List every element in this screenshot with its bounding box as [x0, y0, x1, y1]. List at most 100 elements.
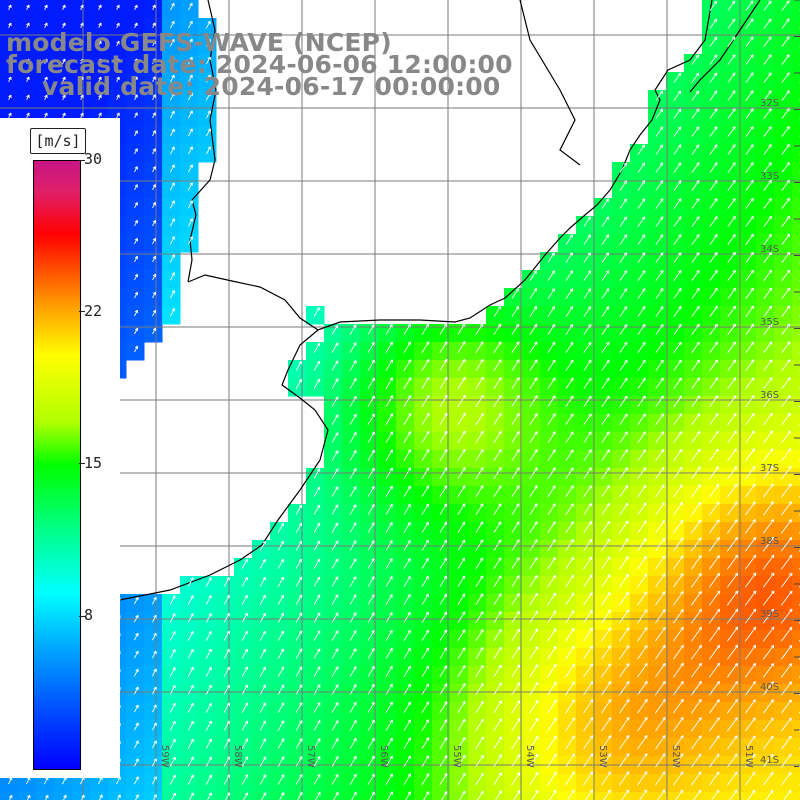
field-cell	[792, 54, 800, 73]
field-cell	[792, 378, 800, 397]
wind-arrow-head	[789, 55, 790, 58]
wind-arrow-head	[771, 55, 772, 58]
field-cell	[594, 792, 613, 800]
field-cell	[792, 432, 800, 451]
wind-arrow-head	[789, 288, 790, 291]
field-cell	[792, 720, 800, 739]
wind-arrow-head	[772, 360, 773, 363]
field-cell	[648, 792, 667, 800]
field-cell	[792, 612, 800, 631]
field-cell	[774, 792, 793, 800]
field-cell	[792, 270, 800, 289]
wind-arrow-head	[792, 609, 793, 612]
wind-arrow-head	[791, 484, 792, 487]
wind-arrow-head	[773, 663, 774, 666]
coastline-segment	[520, 0, 580, 165]
field-cell	[792, 468, 800, 487]
field-cell	[324, 792, 343, 800]
wind-arrow-head	[753, 288, 754, 291]
wind-arrow-head	[789, 1, 790, 4]
field-cell	[666, 792, 685, 800]
field-cell	[468, 792, 487, 800]
field-cell	[792, 36, 800, 55]
field-cell	[792, 666, 800, 685]
field-cell	[792, 558, 800, 577]
wind-arrow-head	[791, 520, 792, 523]
field-cell	[180, 792, 199, 800]
wind-arrow-head	[773, 627, 774, 630]
wind-arrow-head	[772, 413, 773, 416]
field-cell	[792, 522, 800, 541]
field-cell	[144, 792, 163, 800]
field-cell	[738, 792, 757, 800]
field-cell	[792, 198, 800, 217]
field-cell	[306, 792, 325, 800]
wind-arrow-head	[790, 342, 791, 345]
field-cell	[612, 792, 631, 800]
field-cell	[216, 792, 235, 800]
field-cell	[288, 792, 307, 800]
field-cell	[792, 540, 800, 559]
field-cell	[792, 252, 800, 271]
field-cell	[792, 18, 800, 37]
wind-arrow-head	[789, 198, 790, 201]
wind-arrow-head	[791, 645, 792, 648]
field-cell	[162, 792, 181, 800]
wind-arrow-head	[754, 378, 755, 381]
field-cell	[792, 288, 800, 307]
field-cell	[18, 792, 37, 800]
wind-arrow-head	[772, 378, 773, 381]
wind-arrow-head	[791, 466, 792, 469]
field-cell	[36, 792, 55, 800]
wind-arrow-head	[789, 162, 790, 165]
field-cell	[684, 792, 703, 800]
field-cell	[108, 792, 127, 800]
field-cell	[0, 792, 19, 800]
wind-arrow-head	[771, 1, 772, 4]
field-cell	[792, 90, 800, 109]
field-cell	[792, 594, 800, 613]
field-cell	[126, 792, 145, 800]
wind-arrow-head	[790, 413, 791, 416]
wind-arrow-head	[771, 109, 772, 112]
field-cell	[90, 792, 109, 800]
wind-arrow-head	[791, 664, 792, 667]
field-cell	[792, 576, 800, 595]
wind-arrow-head	[755, 537, 756, 540]
wind-arrow-head	[755, 573, 756, 576]
field-cell	[792, 234, 800, 253]
field-cell	[792, 144, 800, 163]
wind-arrow-head	[789, 324, 790, 327]
field-cell	[792, 360, 800, 379]
field-cell	[792, 0, 800, 19]
field-cell	[720, 792, 739, 800]
wind-arrow-head	[774, 591, 775, 594]
field-cell	[342, 792, 361, 800]
field-cell	[792, 486, 800, 505]
field-cell	[54, 792, 73, 800]
wind-arrow-head	[771, 342, 772, 345]
field-cell	[792, 630, 800, 649]
wind-arrow-head	[790, 360, 791, 363]
field-cell	[270, 792, 289, 800]
wind-arrow-head	[789, 109, 790, 112]
field-cell	[360, 792, 379, 800]
field-cell	[414, 792, 433, 800]
field-cell	[792, 414, 800, 433]
field-cell	[792, 162, 800, 181]
field-cell	[396, 792, 415, 800]
field-cell	[792, 108, 800, 127]
field-cell	[792, 774, 800, 793]
wind-arrow-head	[753, 55, 754, 58]
field-cell	[378, 792, 397, 800]
wind-arrow-head	[773, 645, 774, 648]
field-cell	[198, 792, 217, 800]
field-cell	[792, 342, 800, 361]
field-cell	[576, 792, 595, 800]
wind-arrow-head	[790, 378, 791, 381]
field-cell	[792, 396, 800, 415]
field-cell	[792, 450, 800, 469]
field-cell	[792, 792, 800, 800]
field-cell	[630, 792, 649, 800]
